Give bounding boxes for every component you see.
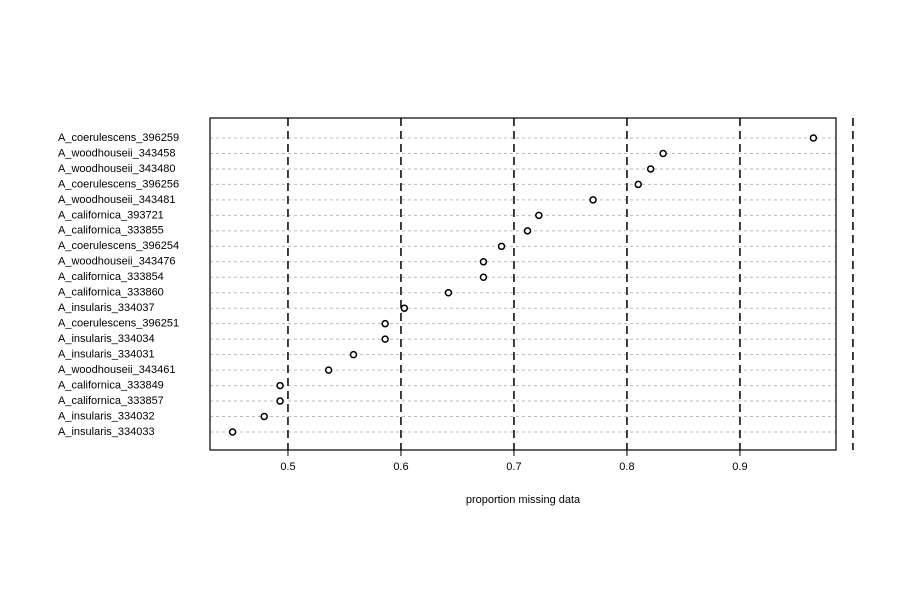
y-tick-label: A_coerulescens_396254 [58,240,179,252]
dot [381,319,389,328]
dot [523,227,532,235]
y-tick-label: A_coerulescens_396251 [58,318,179,330]
y-tick-label: A_insularis_334032 [58,410,155,422]
dot [276,381,284,390]
y-tick-label: A_californica_333855 [58,225,164,237]
dot [349,350,358,359]
x-tick-label: 0.6 [393,461,408,473]
dot [381,335,389,343]
y-tick-label: A_californica_333860 [58,287,164,299]
dot [479,258,488,266]
dot [260,412,268,421]
dot [324,366,333,374]
plot-frame [209,117,837,451]
y-tick-label: A_woodhouseii_343476 [58,256,175,268]
dot [479,273,488,282]
y-tick-label: A_woodhouseii_343481 [58,194,175,206]
dot [646,165,655,173]
dot [634,180,643,189]
x-tick-label: 0.7 [506,461,521,473]
y-tick-label: A_insularis_334037 [58,302,155,314]
y-tick-label: A_woodhouseii_343480 [58,163,175,175]
x-tick-label: 0.5 [280,461,295,473]
dot [589,196,597,204]
y-tick-label: A_californica_333857 [58,395,164,407]
dot [535,211,543,220]
y-tick-label: A_coerulescens_396259 [58,132,179,144]
y-tick-label: A_insularis_334034 [58,333,155,345]
y-tick-label: A_woodhouseii_343461 [58,364,175,376]
x-axis-label: proportion missing data [466,494,581,506]
dot [276,397,284,405]
dot [497,242,506,251]
dot [444,288,453,297]
dot [809,134,818,142]
y-tick-label: A_coerulescens_396256 [58,178,179,190]
x-tick-label: 0.8 [619,461,634,473]
y-tick-label: A_insularis_334033 [58,426,155,438]
dot [400,304,409,312]
y-tick-label: A_californica_393721 [58,209,164,221]
y-tick-label: A_californica_333854 [58,271,164,283]
x-tick-label: 0.9 [732,461,747,473]
dot [659,149,667,158]
dot [228,428,237,436]
y-tick-label: A_insularis_334031 [58,349,155,361]
y-tick-label: A_woodhouseii_343458 [58,147,175,159]
y-tick-label: A_californica_333849 [58,379,164,391]
